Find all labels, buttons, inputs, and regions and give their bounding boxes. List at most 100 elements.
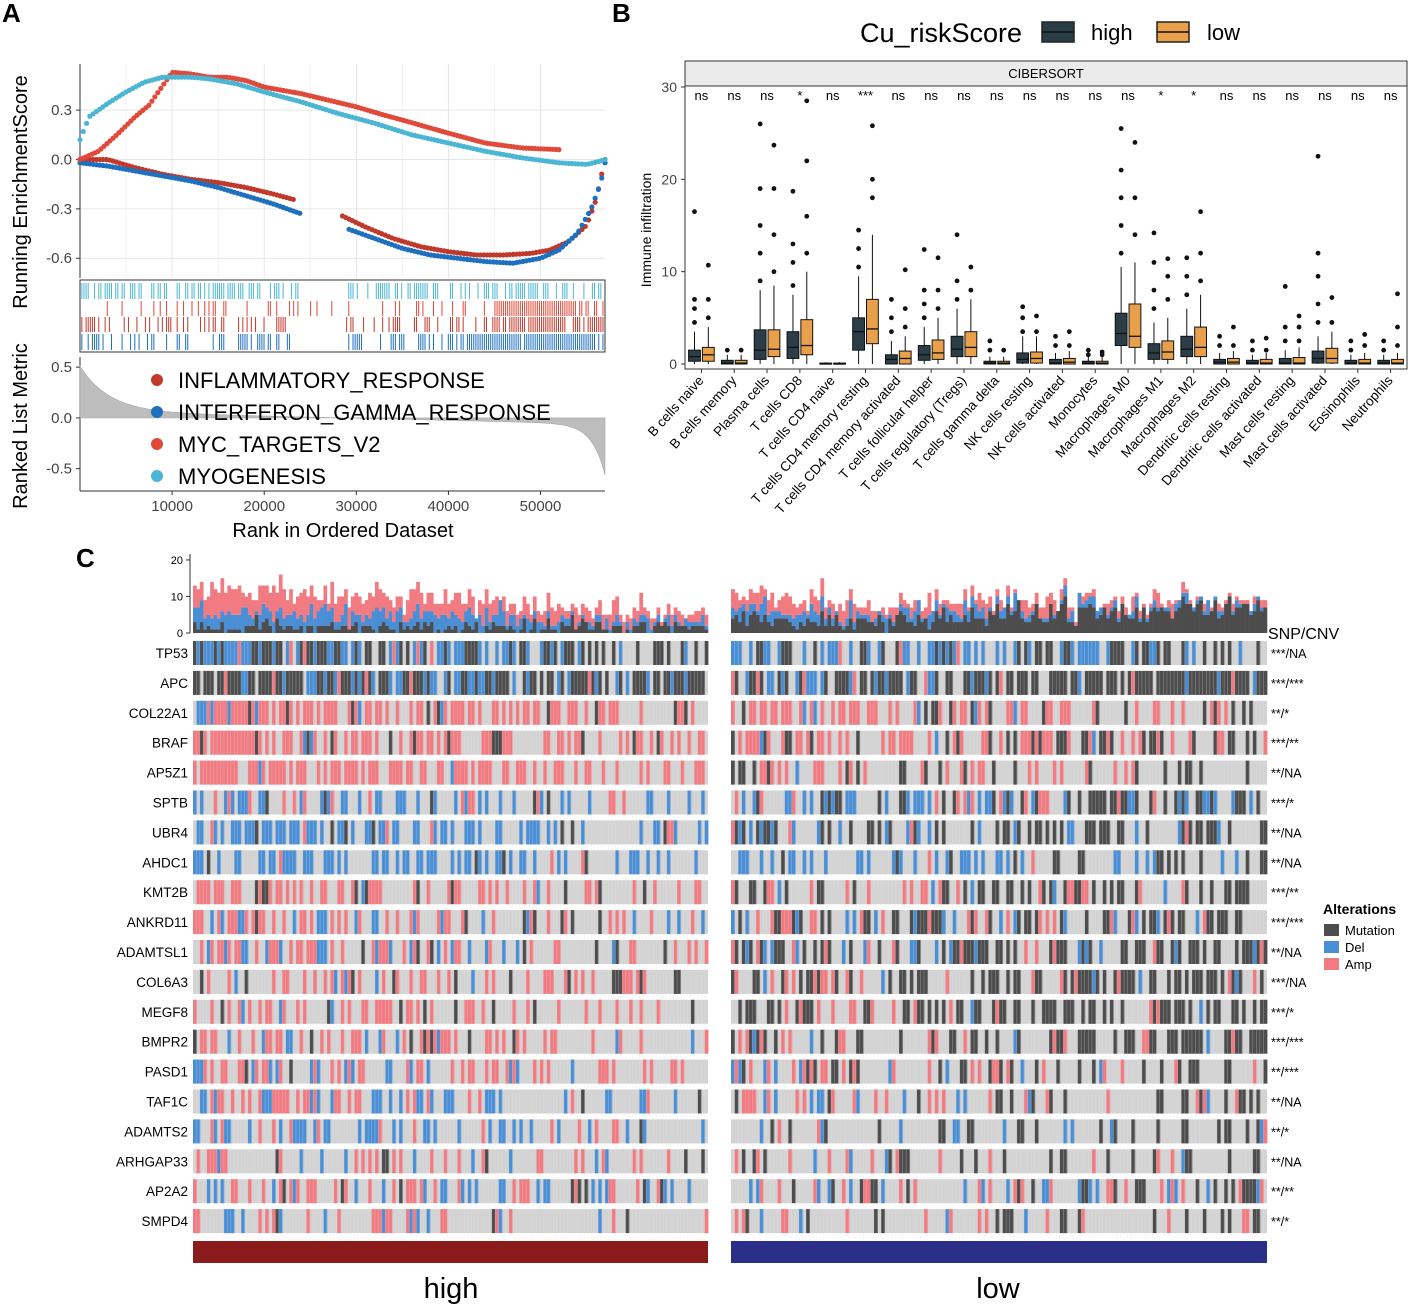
oncoprint-cell xyxy=(988,791,992,815)
oncoprint-cell xyxy=(1053,940,1057,964)
oncoprint-cell xyxy=(1217,910,1221,934)
oncoprint-cell xyxy=(756,970,760,994)
oncoprint-cell xyxy=(1081,850,1085,874)
oncoprint-cell xyxy=(878,1119,882,1143)
oncoprint-cell xyxy=(227,970,231,994)
box-outlier xyxy=(1297,325,1302,330)
oncoprint-cell xyxy=(698,880,702,904)
oncoprint-cell xyxy=(906,1179,910,1203)
oncoprint-cell xyxy=(430,1149,434,1173)
oncoprint-cell xyxy=(413,1209,417,1233)
top-bar-segment xyxy=(348,629,352,633)
oncoprint-cell xyxy=(820,791,824,815)
es-y-tick-label: -0.6 xyxy=(46,250,72,267)
top-bar-segment xyxy=(636,626,640,633)
oncoprint-cell xyxy=(777,910,781,934)
oncoprint-cell xyxy=(533,791,537,815)
oncoprint-cell xyxy=(193,850,197,874)
oncoprint-cell xyxy=(598,880,602,904)
box-outlier xyxy=(1283,284,1288,289)
oncoprint-cell xyxy=(960,731,964,755)
oncoprint-cell xyxy=(1049,1000,1053,1024)
top-bar-segment xyxy=(447,626,451,633)
oncoprint-cell xyxy=(512,671,516,695)
oncoprint-cell xyxy=(464,850,468,874)
oncoprint-cell xyxy=(1196,910,1200,934)
oncoprint-cell xyxy=(296,1119,300,1143)
oncoprint-cell xyxy=(426,1119,430,1143)
oncoprint-cell xyxy=(499,1119,503,1143)
oncoprint-cell xyxy=(960,761,964,785)
oncoprint-cell xyxy=(200,820,204,844)
oncoprint-cell xyxy=(286,970,290,994)
oncoprint-cell xyxy=(320,940,324,964)
oncoprint-cell xyxy=(389,1000,393,1024)
oncoprint-cell xyxy=(860,1030,864,1054)
top-bar-segment xyxy=(735,611,739,615)
oncoprint-cell xyxy=(478,850,482,874)
box-outlier xyxy=(1119,126,1124,131)
top-bar-segment xyxy=(774,611,778,618)
oncoprint-cell xyxy=(227,761,231,785)
oncoprint-cell xyxy=(193,1000,197,1024)
oncoprint-cell xyxy=(974,1030,978,1054)
oncoprint-cell xyxy=(265,701,269,725)
oncoprint-cell xyxy=(1153,850,1157,874)
es-point xyxy=(576,228,581,233)
oncoprint-cell xyxy=(1167,641,1171,665)
oncoprint-cell xyxy=(885,671,889,695)
top-bar-segment xyxy=(735,593,739,611)
top-bar-segment xyxy=(420,618,424,629)
oncoprint-cell xyxy=(956,641,960,665)
oncoprint-cell xyxy=(519,761,523,785)
oncoprint-cell xyxy=(485,731,489,755)
oncoprint-cell xyxy=(1135,761,1139,785)
oncoprint-cell xyxy=(406,1000,410,1024)
oncoprint-cell xyxy=(1246,1119,1250,1143)
oncoprint-cell xyxy=(1024,671,1028,695)
oncoprint-cell xyxy=(409,731,413,755)
oncoprint-cell xyxy=(817,1119,821,1143)
oncoprint-cell xyxy=(296,940,300,964)
oncoprint-cell xyxy=(945,970,949,994)
top-bar-segment xyxy=(306,615,310,626)
oncoprint-cell xyxy=(913,791,917,815)
oncoprint-cell xyxy=(337,1060,341,1084)
oncoprint-cell xyxy=(788,791,792,815)
top-bar-segment xyxy=(749,615,753,633)
top-bar-segment xyxy=(440,604,444,615)
oncoprint-cell xyxy=(1256,940,1260,964)
oncoprint-cell xyxy=(917,820,921,844)
top-bar-segment xyxy=(447,604,451,619)
oncoprint-cell xyxy=(505,641,509,665)
oncoprint-cell xyxy=(1206,1090,1210,1114)
oncoprint-cell xyxy=(813,940,817,964)
oncoprint-cell xyxy=(674,940,678,964)
oncoprint-cell xyxy=(461,1060,465,1084)
oncoprint-cell xyxy=(1185,820,1189,844)
oncoprint-cell xyxy=(1135,701,1139,725)
oncoprint-cell xyxy=(310,1179,314,1203)
top-bar-segment xyxy=(681,615,685,626)
oncoprint-cell xyxy=(1092,1149,1096,1173)
oncoprint-cell xyxy=(330,1000,334,1024)
oncoprint-cell xyxy=(1045,731,1049,755)
top-bar-segment xyxy=(657,607,661,614)
oncoprint-cell xyxy=(402,940,406,964)
oncoprint-cell xyxy=(248,671,252,695)
box-outlier xyxy=(1119,195,1124,200)
oncoprint-cell xyxy=(698,1090,702,1114)
oncoprint-cell xyxy=(1085,1030,1089,1054)
oncoprint-cell xyxy=(457,701,461,725)
oncoprint-cell xyxy=(406,641,410,665)
oncoprint-cell xyxy=(602,701,606,725)
oncoprint-cell xyxy=(317,910,321,934)
oncoprint-cell xyxy=(1106,1179,1110,1203)
oncoprint-cell xyxy=(293,671,297,695)
y-axis-label: Immune infiltration xyxy=(638,173,654,287)
box-outlier xyxy=(1250,348,1255,353)
box-outlier xyxy=(758,279,763,284)
oncoprint-cell xyxy=(1256,671,1260,695)
oncoprint-cell xyxy=(1153,641,1157,665)
top-bar-segment xyxy=(608,629,612,633)
